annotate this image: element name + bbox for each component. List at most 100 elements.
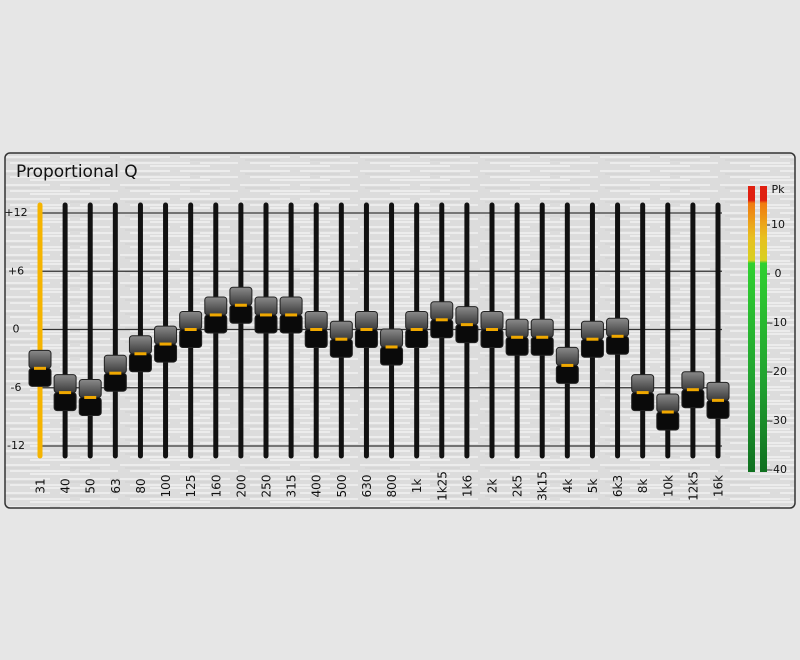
fader-knob[interactable] <box>28 349 52 387</box>
band-label: 400 <box>310 475 324 498</box>
meter-tick-label: -40 <box>769 463 787 476</box>
knob-top <box>530 318 554 338</box>
fader-knob[interactable] <box>179 311 203 348</box>
fader-knob[interactable] <box>530 318 554 356</box>
meter-tick-label: -30 <box>769 414 787 427</box>
fader-knob[interactable] <box>229 286 253 324</box>
knob-indicator <box>435 318 448 322</box>
knob-top <box>455 306 479 326</box>
band-label: 31 <box>34 478 48 493</box>
knob-indicator <box>234 303 247 307</box>
fader-knob[interactable] <box>154 325 178 363</box>
fader-knob[interactable] <box>505 318 529 356</box>
knob-indicator <box>310 328 323 331</box>
fader-knob[interactable] <box>580 320 604 358</box>
band-label: 6k3 <box>611 475 625 497</box>
band-label: 1k6 <box>460 475 474 497</box>
band-label: 16k <box>712 475 726 497</box>
knob-bottom <box>555 364 579 384</box>
fader-knob[interactable] <box>354 311 378 348</box>
knob-indicator <box>611 334 624 338</box>
knob-top <box>430 301 454 321</box>
knob-top <box>380 328 404 348</box>
knob-indicator <box>586 337 599 341</box>
fader-knob[interactable] <box>103 354 127 392</box>
scale-label: -6 <box>11 381 22 394</box>
knob-indicator <box>209 313 222 317</box>
knob-bottom <box>606 335 630 355</box>
scale-label: +12 <box>4 206 27 219</box>
meter-tick-label: -10 <box>769 316 787 329</box>
fader-knob[interactable] <box>430 301 454 339</box>
knob-top <box>606 317 630 337</box>
band-label: 200 <box>234 475 248 498</box>
knob-indicator <box>360 328 373 331</box>
knob-top <box>631 374 655 394</box>
knob-bottom <box>179 329 203 348</box>
knob-bottom <box>480 329 504 348</box>
fader-knob[interactable] <box>606 317 630 355</box>
knob-indicator <box>109 371 122 375</box>
fader-knob[interactable] <box>380 328 404 366</box>
knob-bottom <box>455 324 479 344</box>
knob-top <box>204 296 228 316</box>
fader-knob[interactable] <box>555 346 579 384</box>
band-label: 315 <box>285 475 299 498</box>
band-label: 800 <box>385 475 399 498</box>
knob-bottom <box>631 392 655 412</box>
knob-top <box>254 296 278 316</box>
fader-knob[interactable] <box>656 393 680 431</box>
fader-knob[interactable] <box>480 311 504 348</box>
knob-bottom <box>656 411 680 431</box>
knob-top <box>78 378 102 398</box>
fader-knob[interactable] <box>455 306 479 344</box>
knob-bottom <box>154 343 178 363</box>
knob-bottom <box>430 319 454 339</box>
knob-top <box>706 381 730 401</box>
knob-top <box>329 320 353 340</box>
knob-bottom <box>229 304 253 324</box>
fader-knob[interactable] <box>329 320 353 358</box>
knob-top <box>28 349 52 369</box>
knob-bottom <box>304 329 328 348</box>
band-label: 1k <box>410 479 424 494</box>
fader-knob[interactable] <box>204 296 228 334</box>
meter-peak-label: Pk <box>771 183 785 196</box>
fader-knob[interactable] <box>706 381 730 419</box>
fader-knob[interactable] <box>405 311 429 348</box>
knob-bottom <box>405 329 429 348</box>
knob-indicator <box>134 352 147 356</box>
fader-knob[interactable] <box>279 296 303 334</box>
fader-knob[interactable] <box>681 371 705 409</box>
knob-indicator <box>260 313 272 317</box>
knob-bottom <box>354 329 378 348</box>
scale-label: -12 <box>7 439 25 452</box>
knob-top <box>580 320 604 340</box>
knob-indicator <box>536 335 549 339</box>
fader-knob[interactable] <box>304 311 328 348</box>
knob-bottom <box>380 346 404 366</box>
knob-indicator <box>486 328 498 331</box>
knob-indicator <box>686 388 699 392</box>
scale-label: +6 <box>8 264 24 277</box>
knob-indicator <box>59 391 72 395</box>
band-label: 50 <box>84 478 98 493</box>
knob-indicator <box>385 345 398 349</box>
fader-knob[interactable] <box>53 374 77 412</box>
meter-left <box>748 186 755 472</box>
band-label: 125 <box>184 475 198 498</box>
knob-bottom <box>53 392 77 412</box>
knob-top <box>354 311 378 330</box>
band-label: 80 <box>134 478 148 493</box>
knob-top <box>229 286 253 306</box>
fader-knob[interactable] <box>128 335 152 373</box>
knob-bottom <box>329 338 353 358</box>
fader-knob[interactable] <box>631 374 655 412</box>
fader-knob[interactable] <box>254 296 278 334</box>
band-label: 5k <box>586 479 600 494</box>
band-label: 2k5 <box>511 475 525 497</box>
knob-indicator <box>636 391 649 395</box>
fader-knob[interactable] <box>78 378 102 416</box>
band-label: 1k25 <box>435 471 449 501</box>
